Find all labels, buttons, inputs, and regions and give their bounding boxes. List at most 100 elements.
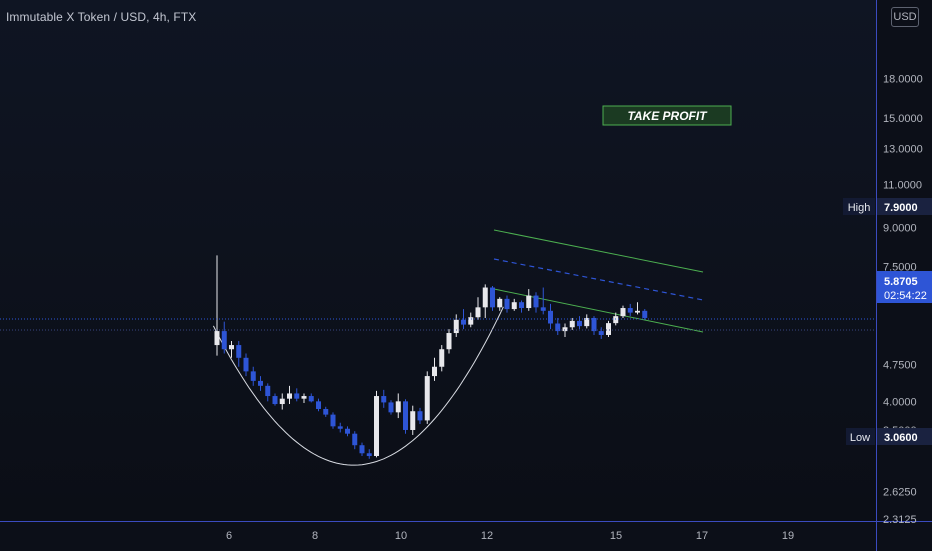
candle-body (533, 295, 539, 308)
time-tick-label: 6 (226, 530, 232, 542)
candle-body (620, 308, 626, 317)
price-tick-label: 4.7500 (883, 359, 917, 371)
candle-body (461, 319, 466, 325)
last-price-badge (877, 271, 932, 303)
time-scale[interactable] (0, 521, 876, 551)
channel-upper-line (493, 229, 704, 273)
take-profit-box[interactable] (602, 105, 732, 126)
candle-body (439, 349, 445, 367)
symbol-title: Immutable X Token / USD, 4h, FTX (6, 10, 197, 24)
price-tick-label: 2.6250 (883, 487, 917, 499)
candle-body (475, 307, 481, 318)
candle-body (265, 385, 271, 397)
low-label-text: Low (850, 432, 870, 444)
high-label-badge (843, 198, 875, 215)
candle-body (236, 345, 242, 358)
high-value-text: 7.9000 (884, 202, 918, 214)
candle-body (359, 445, 365, 454)
candle-body (381, 396, 387, 403)
candle-body (410, 411, 416, 430)
candle-body (287, 393, 292, 399)
price-tick-label: 18.0000 (883, 74, 923, 86)
price-tick-label: 13.0000 (883, 144, 923, 156)
candle-body (584, 317, 590, 327)
candle-body (345, 428, 350, 434)
candle-body (591, 317, 597, 332)
candle-body (243, 357, 249, 372)
candle-body (432, 366, 437, 377)
candle-body (555, 323, 561, 332)
candle-body (301, 396, 307, 399)
candle-body (279, 398, 285, 405)
candle-body (308, 396, 314, 402)
candle-body (606, 323, 611, 335)
candle-body (258, 380, 263, 386)
candle-body (569, 320, 575, 328)
time-tick-label: 10 (395, 530, 407, 542)
price-lines (0, 318, 876, 331)
countdown-text: 02:54:22 (884, 290, 927, 302)
take-profit-text: TAKE PROFIT (627, 109, 708, 123)
candle-body (562, 327, 568, 332)
candle-body (424, 376, 430, 421)
price-tick-label: 9.0000 (883, 222, 917, 234)
low-value-text: 3.0600 (884, 432, 918, 444)
price-tick-label: 11.0000 (883, 179, 922, 191)
time-tick-label: 19 (782, 530, 794, 542)
curve-line (212, 306, 504, 466)
candle-body (482, 287, 488, 308)
candle-body (316, 401, 321, 409)
high-label-text: High (848, 202, 871, 214)
candle-body (540, 307, 546, 311)
candle-body (221, 331, 227, 350)
candle-body (504, 298, 510, 310)
candle-body (519, 302, 524, 309)
candle-body (250, 371, 256, 381)
candle-body (526, 295, 532, 309)
candle-body (395, 401, 401, 413)
candle-body (337, 426, 343, 429)
candle-body (330, 414, 336, 427)
candle-body (635, 310, 640, 313)
time-tick-label: 17 (696, 530, 708, 542)
time-tick-label: 8 (312, 530, 318, 542)
candle-body (511, 302, 517, 310)
candle-body (403, 401, 408, 430)
chart-area[interactable] (0, 0, 876, 521)
candle-body (613, 316, 619, 324)
candle-body (548, 310, 553, 324)
candles (214, 255, 648, 459)
candle-body (490, 287, 495, 308)
scale-corner (876, 521, 932, 551)
price-channel (493, 229, 704, 333)
candle-body (446, 333, 452, 350)
time-tick-label: 12 (481, 530, 493, 542)
candle-body (598, 331, 604, 335)
candle-body (214, 331, 220, 346)
time-scale-labels: 6 8 10 12 15 17 19 (226, 530, 794, 542)
take-profit-annotation[interactable]: TAKE PROFIT (602, 105, 732, 126)
low-value-badge (877, 428, 932, 445)
high-value-badge (877, 198, 932, 215)
candle-body (352, 433, 358, 446)
currency-button[interactable]: USD (891, 7, 919, 27)
low-label-badge (846, 428, 875, 445)
candle-body (323, 408, 329, 415)
candle-body (468, 317, 474, 325)
candle-body (497, 298, 503, 308)
rounded-bottom-curve (212, 306, 504, 466)
candle-body (642, 310, 648, 318)
price-tick-label: 2.3125 (883, 514, 917, 526)
candle-body (374, 396, 379, 457)
candle-body (453, 319, 459, 334)
candle-body (229, 345, 234, 350)
candle-body (417, 411, 423, 421)
channel-mid-line (493, 258, 704, 301)
candle-body (366, 453, 372, 457)
candle-body (272, 396, 278, 405)
candle-body (627, 308, 633, 313)
candle-body (577, 320, 582, 327)
price-tick-label: 7.5000 (883, 262, 917, 274)
time-tick-label: 15 (610, 530, 622, 542)
